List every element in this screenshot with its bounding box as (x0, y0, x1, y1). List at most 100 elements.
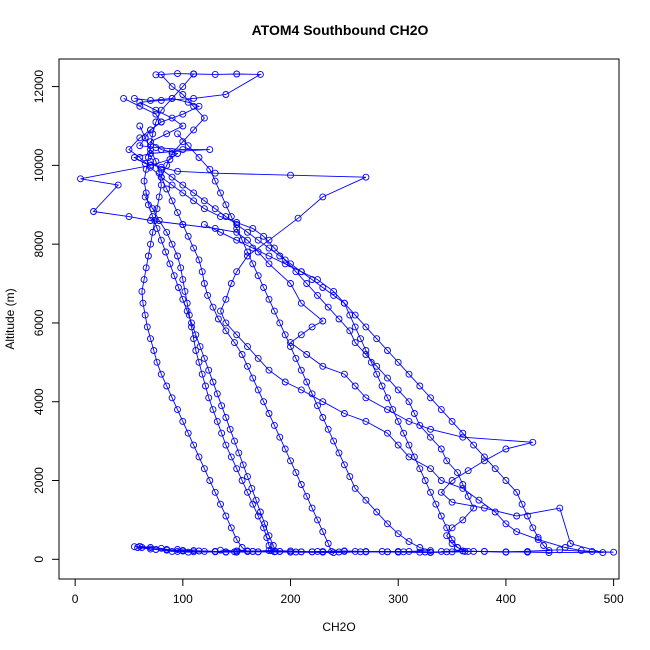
data-point (340, 461, 348, 469)
data-point (459, 429, 467, 437)
data-point (319, 362, 327, 370)
data-point (195, 256, 203, 264)
data-point (362, 547, 370, 555)
y-axis-label: Altitude (m) (3, 288, 17, 349)
data-point (513, 512, 521, 520)
data-point (405, 417, 413, 425)
data-layer (77, 70, 618, 557)
data-point (287, 457, 294, 465)
data-point (362, 323, 370, 331)
data-point (206, 165, 214, 173)
data-point (209, 406, 217, 414)
data-point (287, 171, 294, 179)
data-point (335, 548, 343, 556)
data-point (222, 441, 230, 449)
data-point (222, 201, 230, 209)
data-point (265, 410, 273, 417)
data-point (410, 453, 418, 461)
data-point (217, 213, 224, 221)
data-point (218, 429, 226, 437)
data-point (287, 547, 294, 555)
data-point (244, 473, 251, 481)
data-point (319, 528, 327, 536)
data-point (249, 244, 257, 252)
data-point (308, 323, 316, 331)
data-point (303, 378, 311, 386)
data-point (200, 280, 208, 287)
data-point (209, 303, 217, 311)
data-point (149, 205, 157, 213)
data-point (384, 374, 391, 382)
data-point (545, 547, 553, 555)
data-point (287, 343, 294, 351)
data-point (195, 547, 203, 555)
data-point (238, 351, 246, 358)
data-point (340, 410, 348, 417)
data-point (211, 169, 219, 177)
data-point (77, 175, 84, 183)
data-point (233, 236, 241, 244)
data-point (163, 161, 171, 169)
data-point (174, 252, 181, 260)
data-point (163, 185, 171, 193)
data-point (184, 142, 192, 150)
series-9 (141, 193, 275, 556)
data-point (218, 402, 226, 410)
data-point (437, 445, 445, 453)
data-point (405, 441, 413, 449)
data-point (174, 130, 181, 138)
data-point (470, 441, 478, 449)
data-point (437, 547, 445, 555)
data-point (319, 284, 327, 291)
data-point (427, 425, 434, 433)
x-tick-label: 100 (173, 592, 193, 606)
data-point (168, 94, 176, 102)
y-axis: 0 2000 4000 6000 8000 10000 12000 (32, 70, 60, 563)
data-point (314, 516, 321, 524)
data-point (147, 96, 154, 104)
data-point (190, 126, 198, 134)
data-point (114, 181, 122, 189)
data-point (265, 260, 273, 268)
data-point (166, 156, 174, 163)
data-point (480, 504, 488, 512)
series-10 (200, 221, 553, 556)
data-point (140, 276, 148, 284)
data-point (147, 217, 154, 224)
data-point (143, 323, 151, 331)
data-point (448, 477, 456, 484)
data-point (256, 508, 264, 516)
data-point (184, 429, 192, 437)
data-point (254, 386, 262, 394)
data-point (330, 437, 338, 445)
data-point (217, 500, 224, 508)
data-point (443, 457, 451, 465)
data-point (179, 417, 187, 425)
data-point (464, 467, 472, 475)
data-point (222, 213, 230, 221)
data-point (459, 547, 467, 555)
data-point (265, 295, 273, 303)
data-point (142, 264, 150, 272)
data-point (209, 378, 217, 386)
data-point (157, 118, 165, 126)
y-tick-label: 6000 (32, 309, 46, 336)
data-point (432, 500, 440, 508)
data-point (181, 287, 189, 295)
data-point (373, 508, 381, 516)
data-point (222, 319, 230, 327)
data-point (513, 528, 521, 536)
data-point (545, 549, 553, 557)
data-point (206, 146, 214, 154)
data-point (211, 488, 219, 496)
data-point (384, 394, 391, 402)
data-point (163, 228, 171, 236)
data-point (308, 504, 316, 512)
data-point (454, 544, 461, 551)
data-point (263, 534, 271, 542)
data-point (238, 544, 246, 551)
data-point (459, 433, 467, 441)
y-tick-label: 4000 (32, 388, 46, 415)
data-point (202, 382, 209, 390)
data-point (200, 354, 208, 362)
